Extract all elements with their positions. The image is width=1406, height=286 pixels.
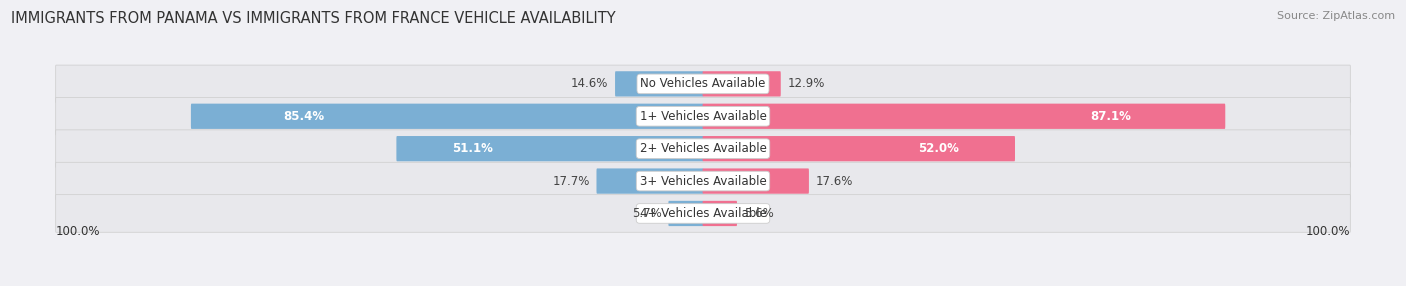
Text: 17.7%: 17.7% (553, 174, 589, 188)
Text: 4+ Vehicles Available: 4+ Vehicles Available (640, 207, 766, 220)
FancyBboxPatch shape (56, 162, 1350, 200)
FancyBboxPatch shape (396, 136, 703, 161)
FancyBboxPatch shape (703, 71, 780, 96)
Text: 100.0%: 100.0% (56, 225, 100, 238)
FancyBboxPatch shape (596, 168, 703, 194)
FancyBboxPatch shape (703, 136, 1015, 161)
Text: 52.0%: 52.0% (918, 142, 959, 155)
FancyBboxPatch shape (703, 168, 808, 194)
Text: 2+ Vehicles Available: 2+ Vehicles Available (640, 142, 766, 155)
Text: 87.1%: 87.1% (1090, 110, 1130, 123)
Text: 17.6%: 17.6% (815, 174, 853, 188)
Text: 85.4%: 85.4% (284, 110, 325, 123)
Text: IMMIGRANTS FROM PANAMA VS IMMIGRANTS FROM FRANCE VEHICLE AVAILABILITY: IMMIGRANTS FROM PANAMA VS IMMIGRANTS FRO… (11, 11, 616, 26)
FancyBboxPatch shape (56, 195, 1350, 232)
FancyBboxPatch shape (703, 104, 1225, 129)
Text: 5.7%: 5.7% (631, 207, 662, 220)
Text: 100.0%: 100.0% (1306, 225, 1350, 238)
FancyBboxPatch shape (56, 65, 1350, 103)
FancyBboxPatch shape (56, 98, 1350, 135)
Text: 5.6%: 5.6% (744, 207, 773, 220)
FancyBboxPatch shape (56, 130, 1350, 168)
FancyBboxPatch shape (191, 104, 703, 129)
Text: 51.1%: 51.1% (451, 142, 494, 155)
Text: 14.6%: 14.6% (571, 78, 609, 90)
FancyBboxPatch shape (668, 201, 703, 226)
Text: No Vehicles Available: No Vehicles Available (640, 78, 766, 90)
Text: 1+ Vehicles Available: 1+ Vehicles Available (640, 110, 766, 123)
Text: Source: ZipAtlas.com: Source: ZipAtlas.com (1277, 11, 1395, 21)
Text: 3+ Vehicles Available: 3+ Vehicles Available (640, 174, 766, 188)
Text: 12.9%: 12.9% (787, 78, 825, 90)
FancyBboxPatch shape (703, 201, 737, 226)
FancyBboxPatch shape (614, 71, 703, 96)
